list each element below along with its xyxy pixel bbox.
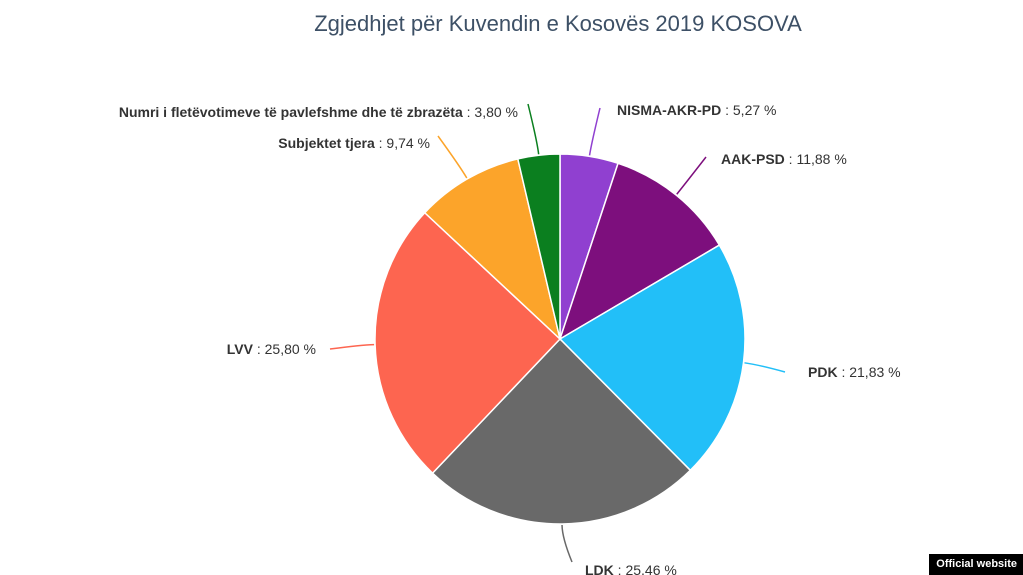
label-numri-i-flet-votimeve-t-pavlefshme-dhe-t-zbraz-ta: Numri i fletëvotimeve të pavlefshme dhe … (119, 104, 518, 120)
chart-title: Zgjedhjet për Kuvendin e Kosovës 2019 KO… (314, 11, 802, 36)
connector-lvv (329, 343, 375, 350)
connector-subjektet-tjera (437, 135, 468, 179)
connector-pdk (744, 362, 786, 373)
connector-numri-i-flet-votimeve-t-pavlefshme-dhe-t-zbraz-ta (527, 103, 540, 155)
watermark-badge: Official website (929, 554, 1023, 575)
label-aak-psd: AAK-PSD : 11,88 % (721, 151, 847, 167)
connector-ldk (561, 524, 573, 563)
pie-slice-aak-psd (558, 162, 721, 341)
connector-aak-psd (676, 156, 707, 195)
connector-nisma-akr-pd (588, 107, 601, 156)
label-ldk: LDK : 25,46 % (585, 562, 677, 575)
pie-slice-numri-i-flet-votimeve-t-pavlefshme-dhe-t-zbraz-ta (516, 153, 561, 340)
label-lvv: LVV : 25,80 % (227, 341, 316, 357)
label-pdk: PDK : 21,83 % (808, 364, 901, 380)
pie-slice-ldk (431, 337, 692, 525)
pie-slice-subjektet-tjera (423, 157, 562, 342)
pie-labels: NISMA-AKR-PD : 5,27 % AAK-PSD : 11,88 % PD… (119, 102, 901, 575)
pie-slices (374, 153, 746, 525)
pie-slice-lvv (374, 211, 562, 475)
label-nisma-akr-pd: NISMA-AKR-PD : 5,27 % (617, 102, 776, 118)
pie-slice-pdk (558, 244, 746, 472)
label-subjektet-tjera: Subjektet tjera : 9,74 % (278, 135, 430, 151)
